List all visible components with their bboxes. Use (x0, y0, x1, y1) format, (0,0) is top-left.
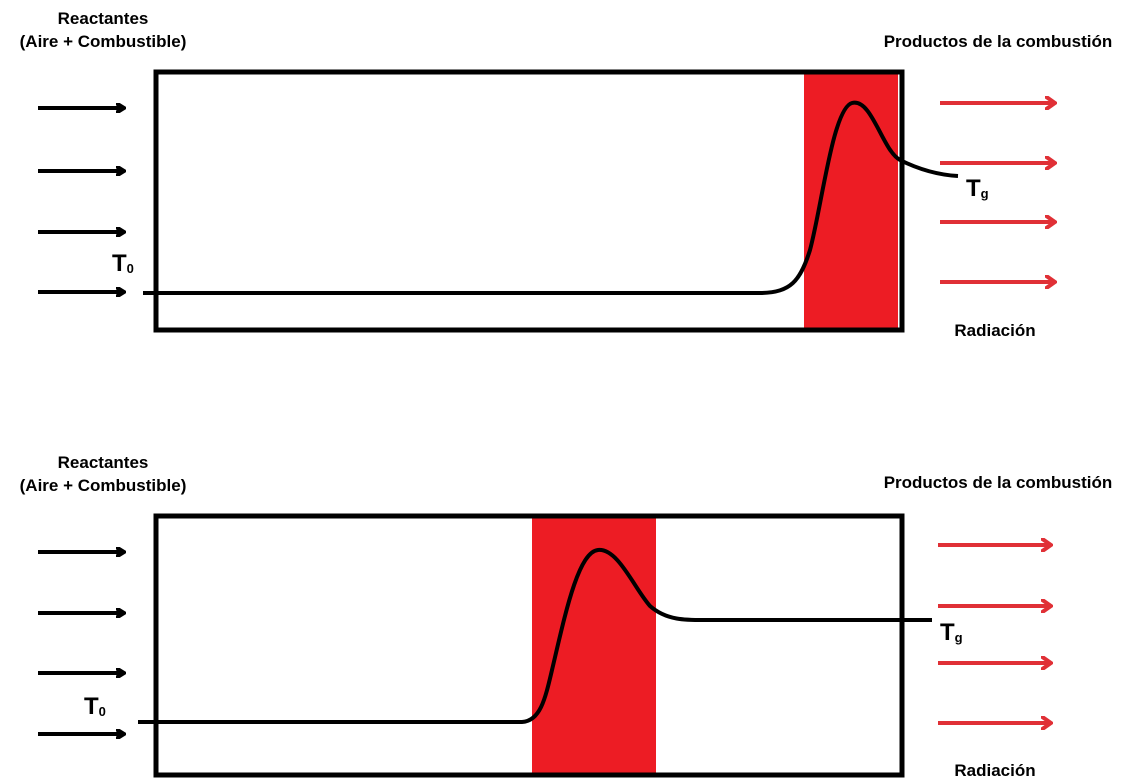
reactant-arrows (38, 108, 122, 292)
panel-1: Reactantes (Aire + Combustible) Producto… (20, 9, 1113, 340)
t-gas-label: Tg (966, 175, 989, 202)
product-arrows (938, 545, 1050, 723)
flame-zone (804, 72, 898, 330)
t-gas-label: Tg (940, 619, 963, 646)
reactants-label-line1: Reactantes (58, 9, 149, 28)
products-label: Productos de la combustión (884, 473, 1113, 492)
t-inlet-label: T0 (84, 693, 106, 720)
panel-2: Reactantes (Aire + Combustible) Producto… (20, 453, 1113, 779)
reactant-arrows (38, 552, 122, 734)
t-inlet-label: T0 (112, 250, 134, 277)
reactants-label-line2: (Aire + Combustible) (20, 32, 187, 51)
product-arrows (940, 103, 1054, 282)
radiation-label: Radiación (954, 761, 1035, 779)
reactants-label-line2: (Aire + Combustible) (20, 476, 187, 495)
combustion-chamber (153, 513, 905, 778)
radiation-label: Radiación (954, 321, 1035, 340)
flame-zone (532, 516, 656, 775)
reactants-label-line1: Reactantes (58, 453, 149, 472)
combustion-chamber (153, 69, 905, 333)
temperature-profile (143, 100, 959, 295)
products-label: Productos de la combustión (884, 32, 1113, 51)
temperature-profile (138, 548, 932, 724)
